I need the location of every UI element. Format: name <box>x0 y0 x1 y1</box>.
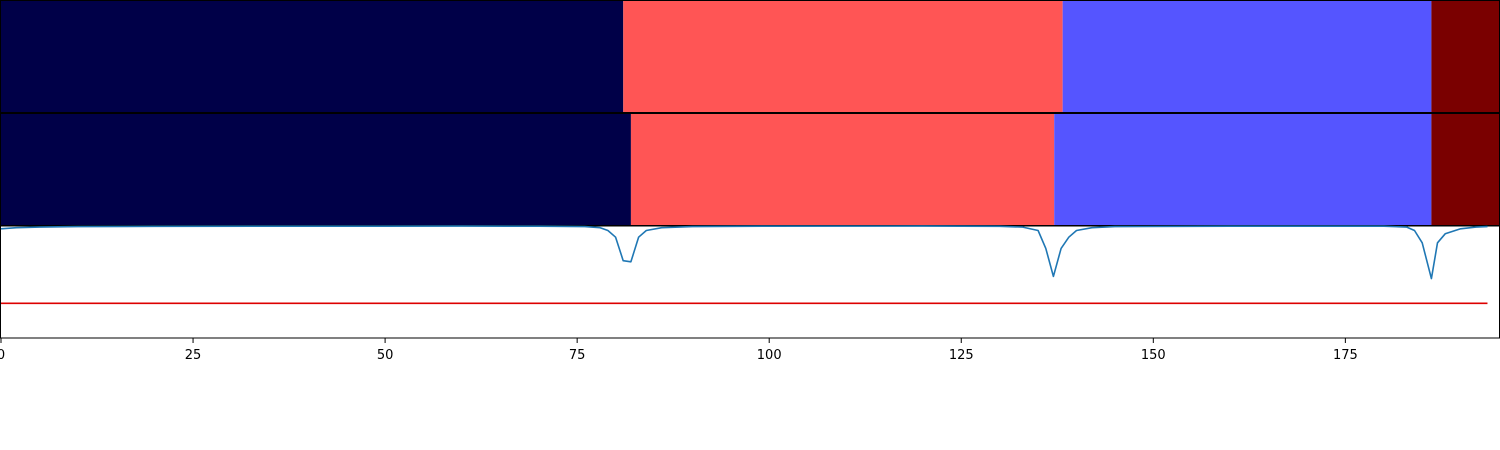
score-line <box>0 225 1488 280</box>
x-axis: 0 25 50 75 100 125 150 175 <box>0 338 1358 363</box>
x-tick-label: 25 <box>185 348 202 363</box>
row-1-segment-3 <box>1062 1 1432 112</box>
segmentation-row-1 <box>0 0 1500 113</box>
segmentation-row-2 <box>0 113 1500 226</box>
score-panel <box>0 225 1500 339</box>
x-tick-label: 50 <box>377 348 394 363</box>
row-1-segment-4 <box>1431 1 1499 112</box>
x-tick-label: 0 <box>0 348 5 363</box>
x-tick-label: 175 <box>1333 348 1358 363</box>
row-2-segment-4 <box>1431 114 1499 225</box>
row-2-segment-2 <box>630 114 1055 225</box>
row-2-segment-3 <box>1054 114 1432 225</box>
score-panel-frame <box>0 225 1500 339</box>
x-tick-label: 100 <box>757 348 782 363</box>
x-tick-label: 125 <box>949 348 974 363</box>
x-tick-label: 75 <box>569 348 586 363</box>
row-2-segment-1 <box>1 114 631 225</box>
row-1-segment-1 <box>1 1 624 112</box>
row-1-segment-2 <box>623 1 1063 112</box>
x-tick-label: 150 <box>1141 348 1166 363</box>
